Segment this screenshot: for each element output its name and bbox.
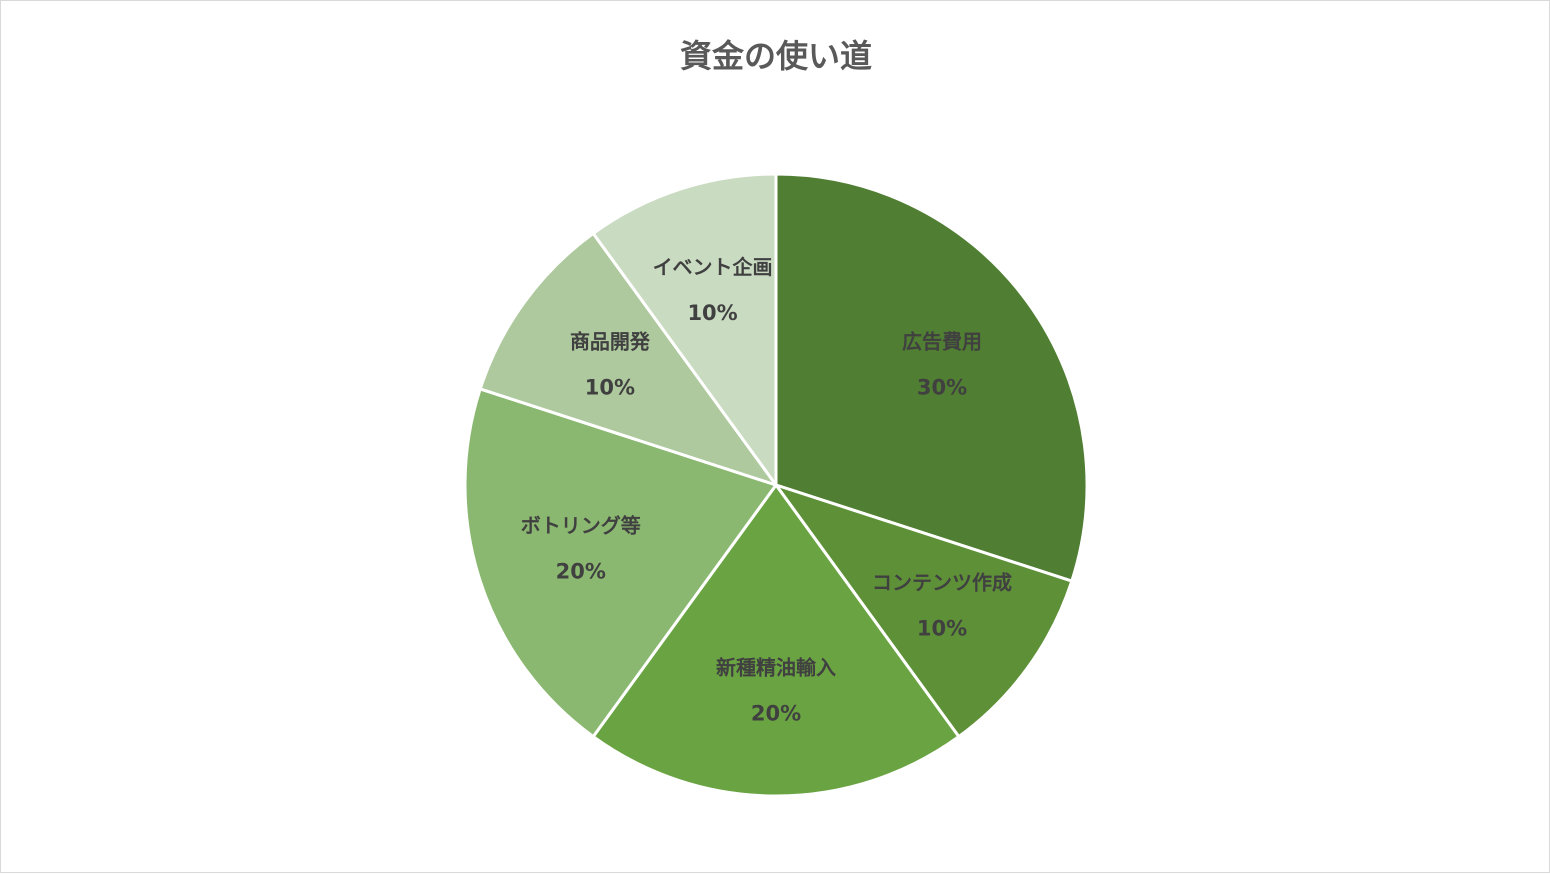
slice-category-label: コンテンツ作成	[872, 571, 1012, 595]
pie-slice	[478, 231, 778, 487]
slice-category-label: 広告費用	[902, 329, 982, 353]
slice-value-label: 30%	[917, 375, 967, 399]
pie-slice	[463, 387, 778, 739]
pie-slice	[774, 483, 1074, 739]
slice-value-label: 10%	[917, 617, 967, 641]
slice-category-label: 商品開発	[570, 329, 651, 353]
pie-labels: 広告費用 30% コンテンツ作成 10% 新種精油輸入 20% ボトリング等 20% 商品開発 1…	[521, 255, 1012, 725]
slice-value-label: 20%	[556, 559, 606, 583]
pie-slice	[774, 172, 1089, 583]
slice-value-label: 20%	[751, 701, 801, 725]
chart-title: 資金の使い道	[679, 37, 872, 75]
slice-category-label: イベント企画	[653, 255, 773, 279]
slice-value-label: 10%	[585, 375, 635, 399]
slice-category-label: 新種精油輸入	[716, 655, 836, 679]
pie-slices	[463, 172, 1089, 798]
pie-slice	[591, 172, 778, 487]
slice-category-label: ボトリング等	[521, 513, 641, 537]
pie-slice	[591, 483, 961, 798]
slice-value-label: 10%	[687, 301, 737, 325]
